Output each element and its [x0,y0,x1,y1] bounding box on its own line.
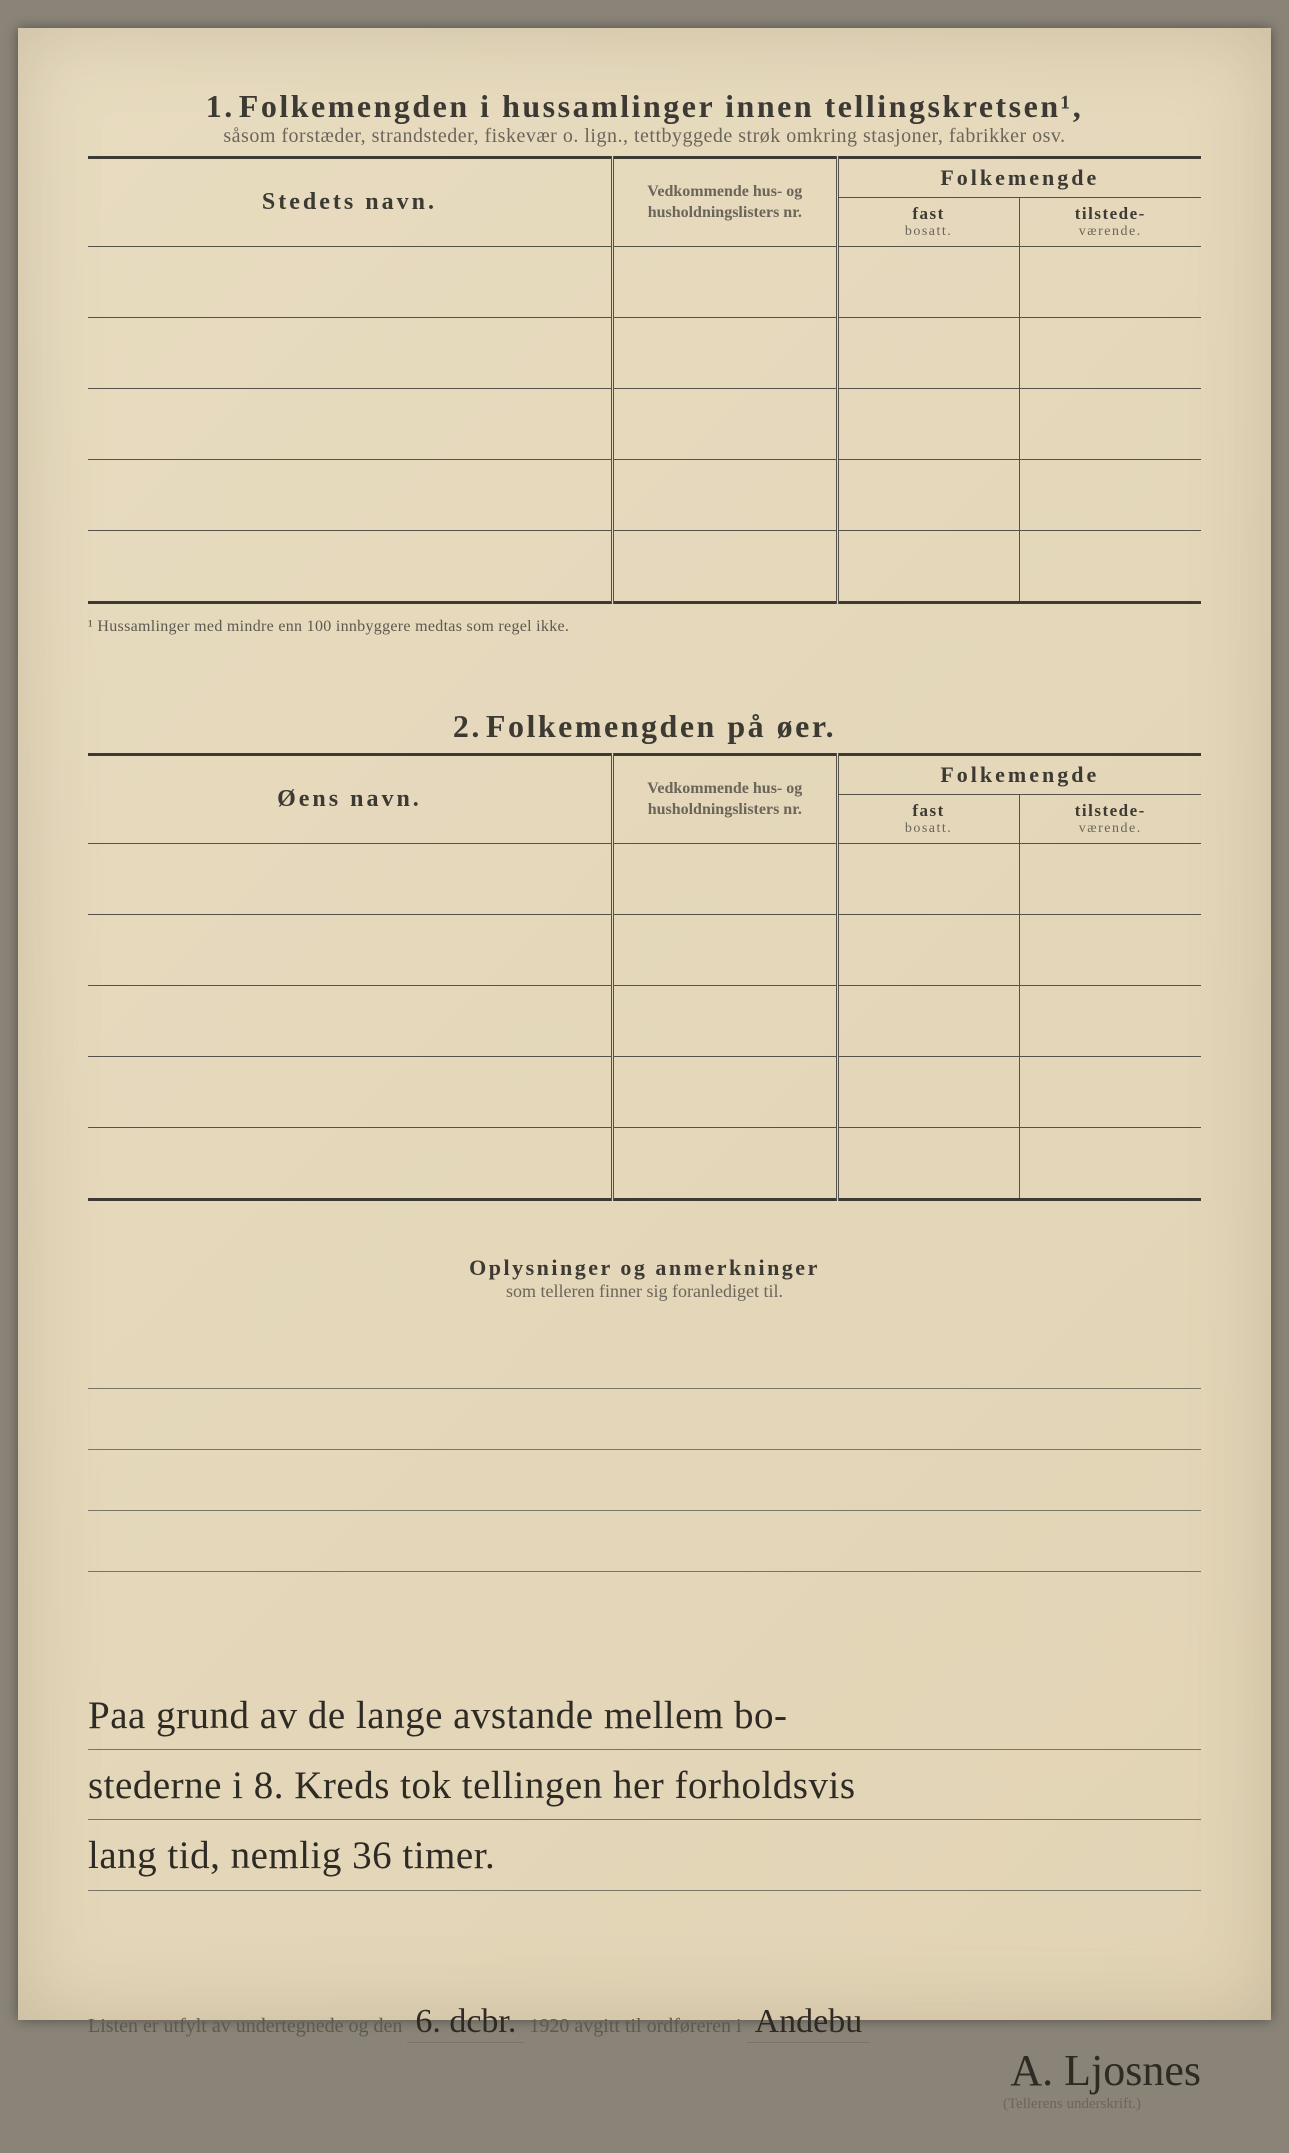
section1-main: Folkemengden i hussamlinger innen tellin… [239,88,1083,124]
handwriting: Paa grund av de lange avstande mellem bo… [88,1684,1201,1891]
footer: Listen er utfylt av undertegnede og den … [88,2003,1201,2041]
section1-table: Stedets navn. Vedkommende hus- og hushol… [88,156,1201,604]
signature: A. Ljosnes [88,2045,1201,2096]
cell [88,844,612,915]
cell [612,1057,837,1128]
cell [837,247,1019,318]
footer-mid: 1920 avgitt til ordføreren i [529,2015,741,2037]
cell [837,460,1019,531]
cell [837,1057,1019,1128]
cell [612,389,837,460]
cell [1019,844,1201,915]
s1-fast-txt: fast [912,204,944,223]
section1-title: 1. Folkemengden i hussamlinger innen tel… [88,88,1201,148]
footer-place: Andebu [747,2003,871,2043]
s2-col-fast: fast bosatt. [837,795,1019,844]
section2-number: 2. [453,708,482,744]
hw-line3: lang tid, nemlig 36 timer. [88,1824,1201,1890]
cell [88,1128,612,1200]
s2-fast2-txt: bosatt. [847,821,1011,837]
cell [88,1057,612,1128]
cell [88,460,612,531]
cell [88,389,612,460]
ruled-lines [88,1328,1201,1572]
section2-main: Folkemengden på øer. [486,708,836,744]
cell [1019,460,1201,531]
cell [1019,389,1201,460]
cell [837,389,1019,460]
cell [88,915,612,986]
s1-col-lists: Vedkommende hus- og husholdningslisters … [612,158,837,247]
ruled-line [88,1511,1201,1572]
cell [612,986,837,1057]
cell [1019,915,1201,986]
gap [88,636,1201,708]
anm-sub: som telleren finner sig foranlediget til… [506,1281,783,1301]
anm-title: Oplysninger og anmerkninger som telleren… [88,1255,1201,1302]
footer-pre: Listen er utfylt av undertegnede og den [88,2015,402,2037]
cell [612,460,837,531]
signature-label: (Tellerens underskrift.) [88,2096,1201,2113]
cell [1019,531,1201,603]
cell [837,844,1019,915]
s2-col-fm: Folkemengde [837,755,1201,795]
s2-fast-txt: fast [912,801,944,820]
cell [612,318,837,389]
section2-title: 2. Folkemengden på øer. [88,708,1201,745]
s1-fast2-txt: bosatt. [847,224,1011,240]
cell [1019,1128,1201,1200]
cell [88,986,612,1057]
section1-number: 1. [206,88,235,124]
footer-date: 6. dcbr. [407,2003,524,2043]
section1-footnote: ¹ Hussamlinger med mindre enn 100 innbyg… [88,618,1201,636]
cell [88,318,612,389]
cell [612,844,837,915]
cell [837,318,1019,389]
s2-til-txt: tilstede- [1075,801,1146,820]
s1-col-name: Stedets navn. [88,158,612,247]
ruled-line [88,1328,1201,1389]
cell [88,247,612,318]
scanned-page: 1. Folkemengden i hussamlinger innen tel… [18,28,1271,2020]
s1-col-til: tilstede- værende. [1019,198,1201,247]
cell [1019,318,1201,389]
s2-col-lists: Vedkommende hus- og husholdningslisters … [612,755,837,844]
hw-line1: Paa grund av de lange avstande mellem bo… [88,1684,1201,1750]
cell [612,915,837,986]
cell [88,531,612,603]
cell [1019,247,1201,318]
hw-line2: stederne i 8. Kreds tok tellingen her fo… [88,1754,1201,1820]
s1-til-txt: tilstede- [1075,204,1146,223]
cell [1019,1057,1201,1128]
cell [612,247,837,318]
s1-col-fast: fast bosatt. [837,198,1019,247]
anm-bold: Oplysninger og anmerkninger [469,1255,820,1280]
ruled-line [88,1389,1201,1450]
s2-til2-txt: værende. [1028,821,1193,837]
s1-til2-txt: værende. [1028,224,1193,240]
s2-col-til: tilstede- værende. [1019,795,1201,844]
cell [612,531,837,603]
form-content: 1. Folkemengden i hussamlinger innen tel… [18,28,1271,2153]
cell [837,986,1019,1057]
section2-table: Øens navn. Vedkommende hus- og husholdni… [88,753,1201,1201]
s1-col-fm: Folkemengde [837,158,1201,198]
cell [612,1128,837,1200]
section1-subtitle: såsom forstæder, strandsteder, fiskevær … [223,125,1065,147]
cell [1019,986,1201,1057]
cell [837,531,1019,603]
cell [837,1128,1019,1200]
ruled-line [88,1450,1201,1511]
cell [837,915,1019,986]
s2-col-name: Øens navn. [88,755,612,844]
